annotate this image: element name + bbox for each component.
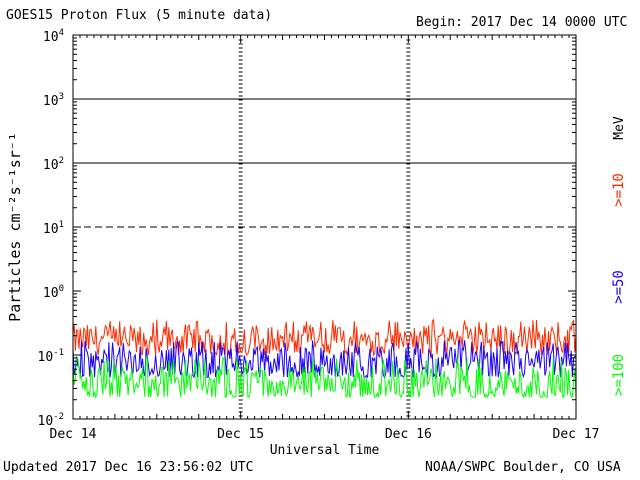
chart-labels: 10-2 10-1 100 101 102 103 104 Dec 14 Dec 15 Dec 1… bbox=[6, 28, 627, 458]
y-tick-label: 100 bbox=[43, 284, 64, 301]
y-tick-label: 104 bbox=[43, 28, 64, 45]
series-line bbox=[72, 338, 577, 379]
x-axis-label: Universal Time bbox=[270, 443, 380, 458]
x-tick-label: Dec 16 bbox=[385, 427, 432, 442]
series-label: >=10 bbox=[611, 173, 627, 207]
x-tick-label: Dec 14 bbox=[50, 427, 97, 442]
y-tick-label: 10-1 bbox=[38, 348, 65, 365]
series-label: >=50 bbox=[611, 270, 627, 304]
credit: NOAA/SWPC Boulder, CO USA bbox=[425, 460, 621, 475]
y-tick-label: 10-2 bbox=[38, 412, 65, 429]
unit-label: MeV bbox=[612, 116, 627, 140]
series-line bbox=[72, 318, 577, 357]
begin-time: Begin: 2017 Dec 14 0000 UTC bbox=[416, 15, 628, 30]
y-tick-label: 103 bbox=[43, 92, 64, 109]
y-tick-label: 101 bbox=[43, 220, 64, 237]
chart-series bbox=[72, 318, 577, 399]
chart-title: GOES15 Proton Flux (5 minute data) bbox=[6, 8, 273, 23]
series-label: >=100 bbox=[611, 354, 627, 396]
plot-frame bbox=[72, 34, 577, 420]
series-line bbox=[72, 356, 577, 399]
y-tick-label: 102 bbox=[43, 156, 64, 173]
y-axis-label: Particles cm⁻²s⁻¹sr⁻¹ bbox=[6, 132, 24, 322]
updated-time: Updated 2017 Dec 16 23:56:02 UTC bbox=[3, 460, 254, 475]
x-tick-label: Dec 15 bbox=[217, 427, 264, 442]
x-tick-label: Dec 17 bbox=[553, 427, 600, 442]
